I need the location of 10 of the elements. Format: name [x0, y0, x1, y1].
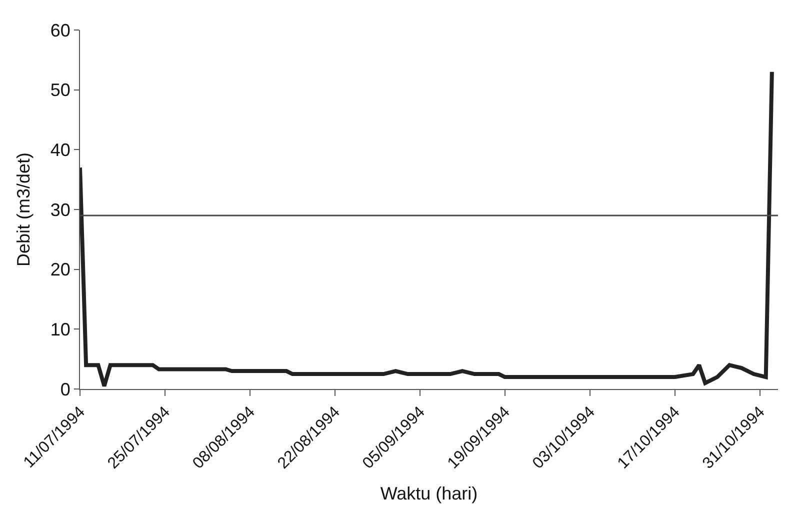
y-tick-label: 20 — [50, 260, 70, 280]
x-axis-title: Waktu (hari) — [380, 483, 478, 504]
y-tick-label: 40 — [50, 140, 70, 160]
y-tick-label: 60 — [50, 20, 70, 40]
line-series — [80, 70, 774, 388]
y-axis-title: Debit (m3/det) — [14, 152, 34, 267]
y-tick-label: 50 — [50, 80, 70, 100]
y-tick-label: 30 — [50, 200, 70, 220]
y-tick-label: 0 — [60, 379, 70, 400]
y-tick-label: 10 — [50, 319, 70, 340]
